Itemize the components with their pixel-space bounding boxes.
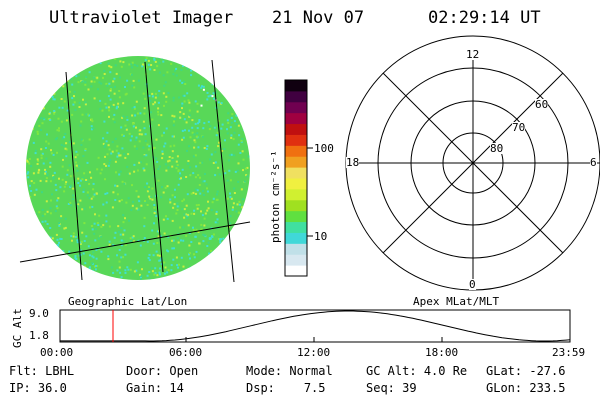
info-seq: Seq: 39 (366, 381, 417, 395)
date-label: 21 Nov 07 (272, 8, 365, 28)
polar-plot (345, 35, 600, 291)
mlat-label-70: 70 (512, 121, 526, 134)
info-glat: GLat: -27.6 (486, 364, 566, 378)
info-gain: Gain: 14 (126, 381, 184, 395)
mlt-label-18: 18 (346, 156, 360, 169)
info-gc-alt: GC Alt: 4.0 Re (366, 364, 468, 378)
altitude-tick-1-8: 1.8 (29, 329, 49, 342)
apex-grid-label: Apex MLat/MLT (413, 295, 500, 308)
time-tick-0600: 06:00 (169, 346, 203, 359)
colorbar-tick-100: 100 (314, 142, 334, 155)
info-door: Door: Open (126, 364, 199, 378)
mlat-label-80: 80 (490, 142, 504, 155)
info-ip: IP: 36.0 (9, 381, 67, 395)
instrument-title: Ultraviolet Imager (49, 8, 234, 28)
mlt-label-12: 12 (466, 48, 480, 61)
mlt-label-6: 6 (590, 156, 597, 169)
geographic-grid-label: Geographic Lat/Lon (68, 295, 188, 308)
geographic-grid (19, 59, 251, 283)
time-tick-1200: 12:00 (297, 346, 331, 359)
time-label: 02:29:14 UT (428, 8, 541, 28)
info-glon: GLon: 233.5 (486, 381, 566, 395)
time-tick-0000: 00:00 (40, 346, 74, 359)
info-flt: Flt: LBHL (9, 364, 75, 378)
info-dsp: Dsp: 7.5 (246, 381, 326, 395)
mlt-label-0: 0 (469, 278, 476, 291)
color-scale-bar (284, 79, 313, 277)
info-mode: Mode: Normal (246, 364, 333, 378)
mlat-label-60: 60 (535, 98, 549, 111)
altitude-tick-9: 9.0 (29, 307, 49, 320)
uv-image-disk (26, 56, 250, 280)
colorbar-unit-label: photon cm⁻²s⁻¹ (269, 150, 282, 243)
time-tick-2359: 23:59 (552, 346, 586, 359)
altitude-axis-label: GC Alt (11, 308, 24, 348)
time-tick-1800: 18:00 (425, 346, 459, 359)
colorbar-tick-10: 10 (314, 230, 328, 243)
altitude-plot (59, 309, 571, 343)
